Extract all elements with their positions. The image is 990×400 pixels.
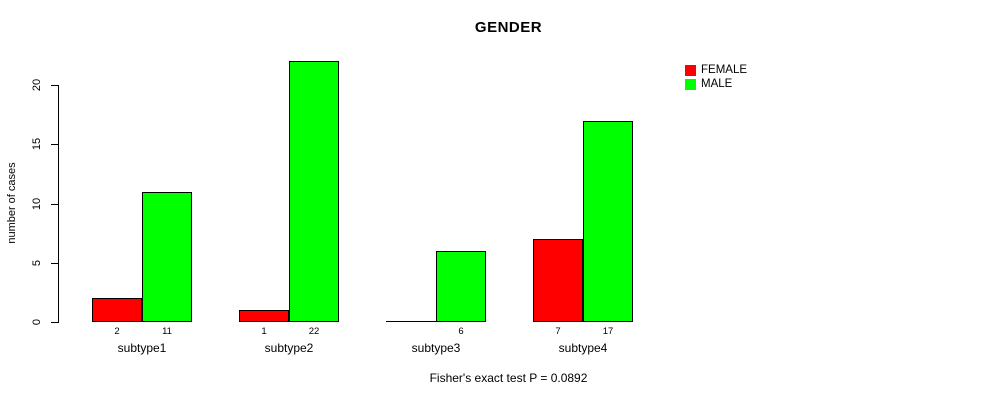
category-label-subtype2: subtype2: [264, 341, 314, 355]
bar-female-subtype4: [533, 239, 583, 322]
bar-value-label-female-subtype2: 1: [261, 326, 267, 337]
legend-swatch-female: [685, 64, 696, 76]
y-tick-15: [51, 144, 58, 146]
bar-value-label-male-subtype3: 6: [458, 326, 464, 337]
bar-female-subtype3: [386, 321, 436, 322]
legend-label-female: FEMALE: [701, 64, 748, 76]
chart-title: GENDER: [474, 19, 543, 36]
bar-value-label-male-subtype2: 22: [308, 326, 320, 337]
bar-male-subtype4: [583, 121, 633, 322]
bar-female-subtype1: [92, 298, 142, 322]
bar-male-subtype1: [142, 192, 192, 322]
y-tick-10: [51, 203, 58, 205]
bar-value-label-female-subtype1: 2: [114, 326, 120, 337]
chart-legend: FEMALE MALE: [685, 63, 747, 91]
category-label-subtype3: subtype3: [411, 341, 461, 355]
legend-row-female: FEMALE: [685, 63, 747, 77]
y-tick-label-0: 0: [31, 318, 43, 326]
bar-male-subtype2: [289, 61, 339, 322]
y-tick-label-20: 20: [31, 78, 43, 92]
fisher-test-annotation: Fisher's exact test P = 0.0892: [429, 371, 588, 385]
y-axis-line: [58, 85, 59, 323]
y-tick-20: [51, 85, 58, 86]
category-label-subtype1: subtype1: [117, 341, 167, 355]
y-axis-label: number of cases: [6, 162, 18, 244]
y-tick-label-5: 5: [31, 259, 43, 266]
bar-value-label-male-subtype4: 17: [602, 326, 614, 337]
legend-row-male: MALE: [685, 77, 747, 91]
y-tick-0: [51, 322, 58, 323]
bar-female-subtype2: [239, 310, 289, 322]
y-tick-5: [51, 262, 58, 264]
bar-value-label-female-subtype4: 7: [555, 326, 561, 337]
category-label-subtype4: subtype4: [558, 341, 608, 355]
legend-label-male: MALE: [701, 78, 733, 90]
y-tick-label-10: 10: [31, 197, 43, 210]
y-tick-label-15: 15: [31, 138, 43, 151]
bar-male-subtype3: [436, 251, 486, 322]
bar-value-label-male-subtype1: 11: [162, 326, 172, 337]
legend-swatch-male: [685, 78, 696, 90]
